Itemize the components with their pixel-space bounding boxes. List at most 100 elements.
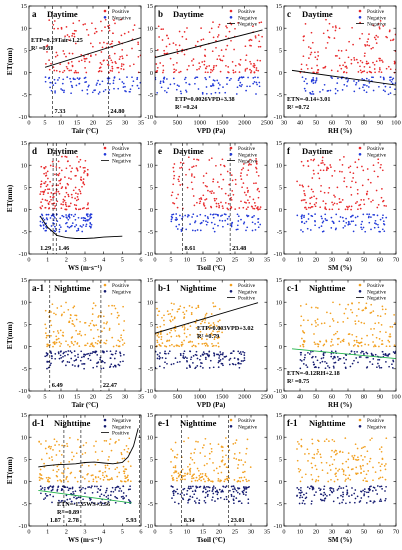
- scatter-point: [302, 55, 305, 58]
- scatter-point: [344, 474, 347, 477]
- scatter-point: [325, 438, 328, 441]
- scatter-point: [184, 214, 187, 217]
- scatter-point: [197, 306, 200, 309]
- scatter-point: [323, 66, 326, 69]
- scatter-point: [305, 208, 308, 211]
- scatter-point: [301, 184, 304, 187]
- scatter-point: [182, 311, 185, 314]
- scatter-point: [241, 83, 243, 86]
- scatter-point: [179, 70, 182, 73]
- scatter-point: [58, 172, 61, 175]
- scatter-point: [215, 164, 217, 167]
- scatter-point: [245, 452, 247, 455]
- scatter-point: [69, 317, 72, 320]
- scatter-point: [326, 472, 329, 474]
- scatter-point: [380, 485, 383, 488]
- scatter-point: [330, 227, 333, 229]
- scatter-point: [226, 223, 229, 226]
- scatter-point: [51, 488, 54, 491]
- scatter-point: [199, 355, 202, 357]
- scatter-point: [236, 228, 239, 231]
- scatter-point: [303, 493, 305, 496]
- scatter-point: [122, 344, 124, 346]
- scatter-point: [389, 68, 392, 71]
- scatter-point: [90, 474, 93, 477]
- scatter-point: [41, 221, 44, 224]
- scatter-point: [94, 476, 97, 479]
- scatter-point: [50, 62, 52, 65]
- scatter-point: [310, 51, 313, 54]
- fit-equation: R² =0.89: [57, 509, 79, 516]
- scatter-point: [97, 316, 100, 318]
- scatter-point: [68, 39, 71, 42]
- scatter-point: [246, 187, 249, 189]
- scatter-point: [303, 356, 306, 359]
- scatter-point: [189, 366, 191, 369]
- scatter-point: [42, 193, 45, 196]
- scatter-point: [159, 333, 162, 335]
- scatter-point: [166, 34, 168, 37]
- scatter-point: [217, 202, 220, 205]
- scatter-point: [214, 305, 217, 308]
- scatter-point: [251, 229, 254, 232]
- scatter-point: [49, 350, 52, 353]
- scatter-point: [172, 466, 175, 469]
- scatter-point: [258, 40, 261, 43]
- scatter-point: [107, 64, 110, 67]
- scatter-point: [321, 217, 323, 220]
- scatter-point: [232, 69, 235, 72]
- scatter-point: [193, 473, 195, 476]
- scatter-point: [122, 465, 125, 468]
- scatter-point: [49, 485, 52, 487]
- scatter-point: [113, 52, 116, 55]
- scatter-point: [376, 366, 378, 369]
- scatter-point: [311, 93, 313, 95]
- legend-marker: [229, 153, 233, 156]
- scatter-point: [342, 499, 345, 501]
- scatter-point: [213, 352, 215, 354]
- x-tick-label: 0: [27, 394, 30, 401]
- scatter-point: [72, 22, 75, 25]
- scatter-point: [372, 164, 375, 167]
- scatter-point: [379, 330, 382, 333]
- threshold-label: 8.34: [184, 517, 196, 524]
- scatter-point: [202, 367, 204, 369]
- scatter-point: [78, 345, 81, 347]
- x-tick-label: 25: [232, 529, 238, 536]
- scatter-point: [328, 187, 331, 189]
- scatter-point: [240, 178, 243, 180]
- scatter-point: [126, 54, 128, 57]
- x-tick-label: 30: [281, 120, 287, 127]
- scatter-point: [300, 351, 303, 354]
- scatter-point: [82, 219, 85, 222]
- scatter-point: [226, 445, 229, 448]
- scatter-point: [65, 214, 67, 216]
- scatter-point: [328, 22, 331, 25]
- plot-area: [291, 301, 396, 370]
- scatter-point: [333, 440, 336, 443]
- scatter-point: [209, 85, 212, 87]
- scatter-point: [362, 169, 365, 172]
- scatter-point: [366, 491, 368, 494]
- scatter-point: [67, 183, 70, 186]
- scatter-point: [59, 329, 62, 332]
- scatter-point: [65, 156, 68, 158]
- scatter-point: [217, 478, 220, 480]
- scatter-point: [382, 200, 384, 203]
- scatter-point: [221, 362, 224, 365]
- x-tick-label: 35: [264, 257, 270, 264]
- scatter-point: [192, 58, 195, 60]
- panel-title: Nighttime: [180, 283, 217, 293]
- scatter-point: [323, 191, 326, 194]
- scatter-point: [104, 470, 107, 473]
- scatter-point: [50, 324, 53, 327]
- scatter-point: [185, 228, 188, 231]
- scatter-point: [201, 343, 204, 345]
- scatter-point: [90, 486, 92, 489]
- scatter-point: [205, 220, 207, 223]
- scatter-point: [59, 479, 61, 481]
- scatter-point: [75, 30, 77, 32]
- scatter-point: [94, 463, 97, 466]
- scatter-point: [100, 51, 103, 53]
- scatter-point: [50, 214, 53, 217]
